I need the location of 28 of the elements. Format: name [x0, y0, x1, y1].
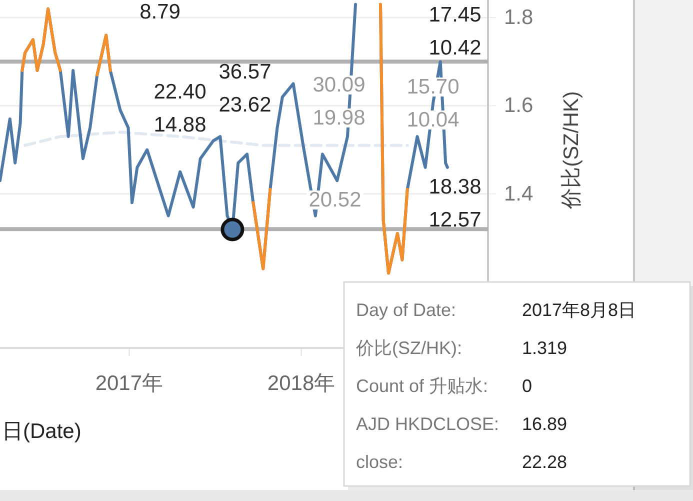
- annotation: 12.57: [428, 208, 482, 232]
- annotation: 30.09: [312, 74, 366, 96]
- text: 22.28: [522, 452, 568, 472]
- x-tick-label: 2017年: [95, 372, 164, 395]
- text: 16.89: [522, 414, 568, 434]
- x-tick-label: 2018年: [267, 372, 336, 395]
- annotation: Day of Date:: [356, 300, 456, 320]
- annotation: 23.62: [218, 94, 272, 116]
- annotation: 价比(SZ/HK):: [355, 338, 462, 358]
- y2-tick-label: 1.8: [504, 6, 534, 30]
- text: Count of 升贴水:: [356, 376, 488, 396]
- annotation: 18.38: [428, 176, 482, 198]
- text: 2017年8月8日: [522, 300, 636, 320]
- annotation: 22.40: [154, 80, 206, 104]
- y2-tick-label: 1.6: [504, 94, 534, 118]
- annotation: 10.42: [428, 36, 482, 60]
- annotation: 36.57: [218, 60, 272, 84]
- annotation: 17.45: [428, 4, 482, 26]
- x-axis-title: 日(Date): [2, 420, 82, 443]
- text: 0: [522, 376, 532, 396]
- annotation: 8.79: [140, 0, 180, 24]
- annotation: 14.88: [154, 114, 206, 136]
- text: close:: [356, 452, 404, 472]
- y2-axis-title: 价比(SZ/HK): [560, 91, 583, 210]
- y2-tick-label: 1.4: [504, 182, 534, 206]
- text: AJD HKDCLOSE:: [356, 414, 500, 434]
- annotation: 19.98: [312, 106, 366, 130]
- text: 1.319: [522, 338, 568, 358]
